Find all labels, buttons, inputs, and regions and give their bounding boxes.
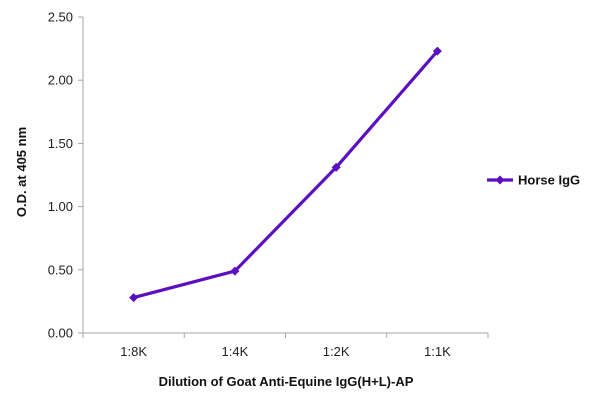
y-tick-label: 2.00 xyxy=(48,73,73,88)
series-line xyxy=(132,49,439,300)
legend: Horse IgG xyxy=(487,173,580,188)
x-tick-label: 1:4K xyxy=(222,344,249,359)
y-tick-label: 1.50 xyxy=(48,136,73,151)
data-point xyxy=(432,46,442,56)
x-axis-ticks: 1:8K 1:4K 1:2K 1:1K xyxy=(82,333,489,359)
x-tick-label: 1:8K xyxy=(120,344,147,359)
data-point xyxy=(230,266,240,276)
x-axis-title: Dilution of Goat Anti-Equine IgG(H+L)-AP xyxy=(159,374,414,389)
y-axis-ticks: 0.00 0.50 1.00 1.50 2.00 2.50 xyxy=(48,10,83,341)
y-tick-label: 0.00 xyxy=(48,326,73,341)
data-point xyxy=(129,293,139,303)
y-tick-label: 0.50 xyxy=(48,262,73,277)
y-tick-label: 2.50 xyxy=(48,10,73,25)
y-tick-label: 1.00 xyxy=(48,199,73,214)
legend-label: Horse IgG xyxy=(518,173,580,188)
data-point xyxy=(331,162,341,172)
series-layer xyxy=(129,46,442,303)
legend-marker xyxy=(495,175,505,185)
x-tick-label: 1:2K xyxy=(323,344,350,359)
y-axis-title: O.D. at 405 nm xyxy=(14,127,29,217)
x-tick-label: 1:1K xyxy=(424,344,451,359)
